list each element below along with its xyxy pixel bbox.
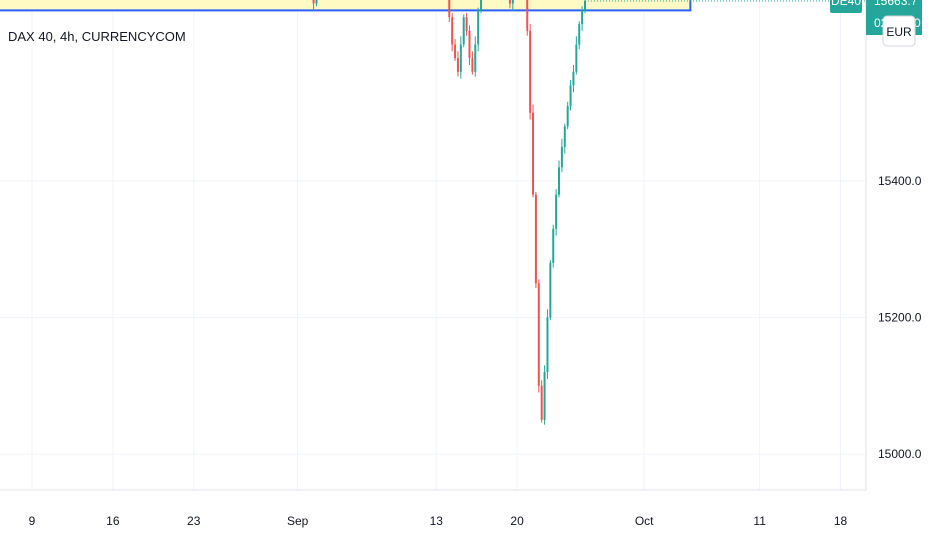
x-tick-label: 18 [834,514,848,528]
candle-body [471,58,474,72]
symbol-title[interactable]: DAX 40, 4h, CURRENCYCOM [8,29,186,44]
y-tick-label: 15000.0 [878,447,922,461]
candle-body [549,262,552,318]
candle-body [448,0,451,18]
candle-body [529,30,532,113]
candle-body [451,17,454,45]
candle-layer [312,0,586,425]
x-tick-label: 20 [510,514,524,528]
candle-body [456,58,459,72]
currency-button[interactable]: EUR [882,15,916,47]
current-price-label: 15663.7 [874,0,918,8]
candle-body [508,0,511,4]
x-tick-label: 13 [430,514,444,528]
x-tick-label: 23 [187,514,201,528]
candle-body [566,105,569,127]
currency-label: EUR [886,25,912,39]
grid-layer [0,0,866,490]
candle-body [543,372,546,420]
candle-body [558,167,561,195]
candle-body [526,0,529,31]
line-layer [585,0,866,2]
candle-body [572,71,575,86]
candle-body [546,317,549,373]
candle-body [468,30,471,59]
symbol-tag [830,0,862,14]
candle-body [474,44,477,72]
candle-body [534,194,537,284]
candle-body [584,1,586,11]
candle-body [532,112,535,195]
y-tick-label: 15400.0 [878,174,922,188]
candle-body [315,0,318,4]
symbol-tag-label: DE40 [831,0,861,8]
candle-body [312,0,315,4]
candle-body [540,385,543,420]
candle-body [569,85,572,106]
candle-body [578,24,581,45]
candle-body [480,0,483,11]
x-tick-label: Sep [287,514,309,528]
candle-body [462,17,465,45]
x-tick-label: 16 [106,514,120,528]
y-tick-label: 15200.0 [878,311,922,325]
x-tick-label: Oct [635,514,654,528]
candle-body [454,44,457,59]
candle-body [477,10,480,45]
time-scale[interactable]: 9 16 23 Sep 13 20 Oct 11 18 [29,514,848,528]
x-tick-label: 11 [753,514,766,528]
candle-body [465,17,468,31]
range-box[interactable] [0,0,692,12]
candle-body [511,0,514,4]
candle-body [560,146,563,168]
candle-body [459,44,462,72]
candle-body [552,228,555,263]
candle-body [563,126,566,147]
box-layer [0,0,692,12]
candle-body [537,283,540,386]
currency-button-frame[interactable] [882,15,916,47]
candle-body [575,44,578,72]
candle-body [581,10,584,25]
x-tick-label: 9 [29,514,36,528]
candle-body [555,194,558,229]
